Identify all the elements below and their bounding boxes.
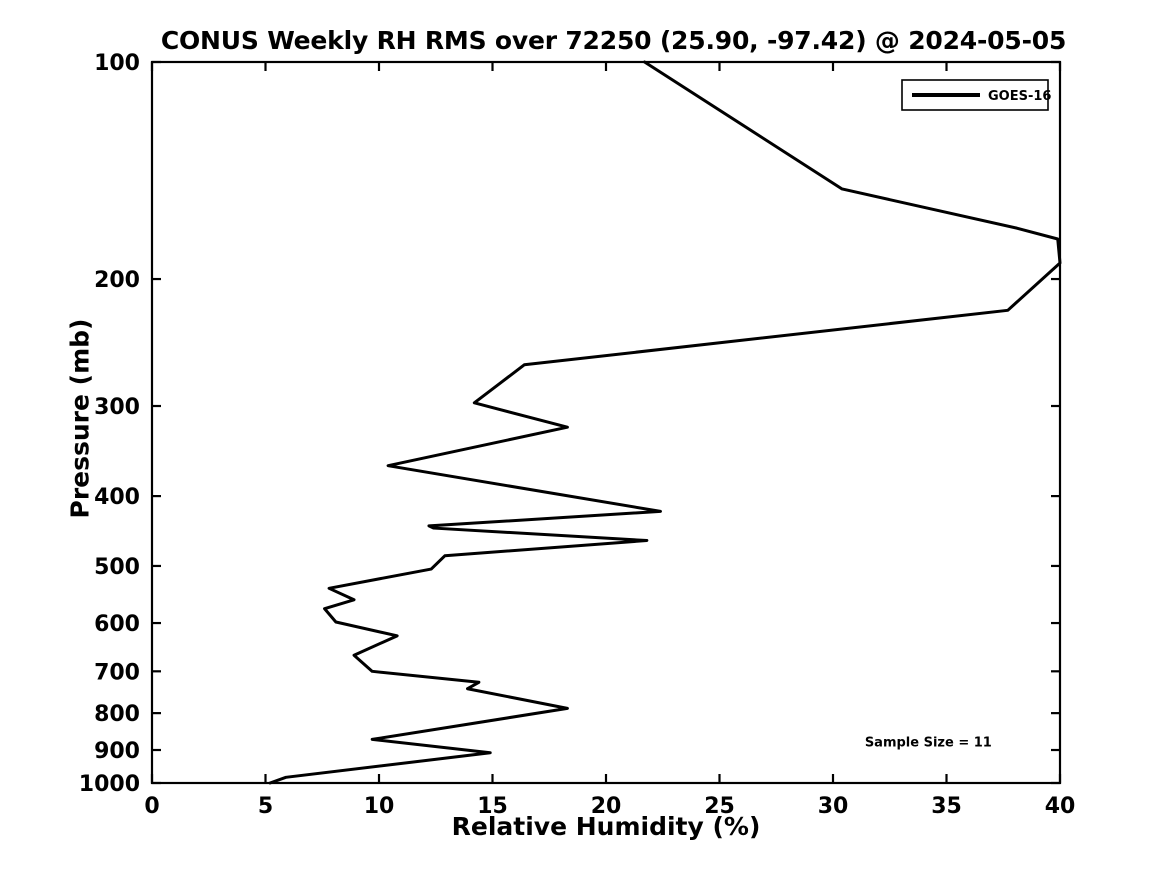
y-axis-ticks: 100 200 300 400 500 600 700 800 900 1000: [79, 51, 1060, 797]
data-line-goes-16: [268, 60, 1062, 785]
y-tick-label: 300: [94, 395, 140, 420]
y-tick-label: 700: [94, 660, 140, 685]
y-tick-label: 600: [94, 612, 140, 637]
y-tick-label: 500: [94, 555, 140, 580]
x-tick-label: 10: [364, 794, 395, 819]
x-tick-label: 0: [144, 794, 159, 819]
legend-label-goes-16: GOES-16: [988, 89, 1051, 104]
annotation-layer: Sample Size = 11: [865, 736, 992, 751]
sample-size-annotation: Sample Size = 11: [865, 736, 992, 751]
axis-frame: [150, 60, 1062, 785]
plot-border: [150, 60, 1062, 785]
y-tick-label: 800: [94, 702, 140, 727]
x-axis-label: Relative Humidity (%): [451, 812, 761, 841]
chart-legend: GOES-16: [901, 79, 1051, 111]
x-tick-label: 25: [704, 794, 735, 819]
y-tick-label: 100: [94, 51, 140, 76]
x-tick-label: 30: [818, 794, 849, 819]
y-tick-label: 1000: [79, 772, 140, 797]
x-axis-ticks: 0 5 10 15 20 25 30 35 40: [144, 62, 1075, 819]
x-tick-label: 35: [931, 794, 962, 819]
data-series-layer: [268, 60, 1062, 785]
page-title: CONUS Weekly RH RMS over 72250 (25.90, -…: [160, 26, 1067, 55]
y-tick-label: 900: [94, 739, 140, 764]
y-tick-label: 400: [94, 485, 140, 510]
x-tick-label: 5: [258, 794, 273, 819]
y-tick-label: 200: [94, 268, 140, 293]
x-tick-label: 15: [477, 794, 508, 819]
x-tick-label: 20: [591, 794, 622, 819]
x-tick-label: 40: [1045, 794, 1076, 819]
